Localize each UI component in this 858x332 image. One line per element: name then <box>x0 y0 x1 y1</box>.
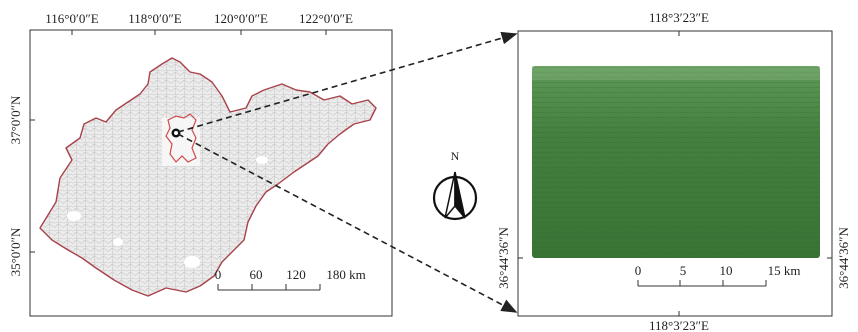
right-top-longitude-label: 118°3′23″E <box>649 10 709 25</box>
north-label: N <box>451 149 460 163</box>
lake-shape <box>67 211 81 221</box>
zoom-connector-arrows <box>177 31 518 313</box>
longitude-label-116: 116°0′0″E <box>45 11 98 26</box>
longitude-label-120: 120°0′0″E <box>214 11 268 26</box>
right-scale-label-10: 10 <box>720 263 733 278</box>
right-scale-label-15: 15 km <box>768 263 801 278</box>
north-arrow: N <box>432 149 478 221</box>
study-area-panel: 118°3′23″E 118°3′23″E 36°44′36″N 36°44′3… <box>496 10 851 332</box>
right-scale-bar: 0 5 10 15 km <box>635 263 801 287</box>
north-arrow-needle-dark <box>454 171 466 219</box>
latitude-label-35: 35°0′0″N <box>8 227 23 276</box>
right-bottom-longitude-label: 118°3′23″E <box>649 318 709 332</box>
province-shape <box>39 57 377 297</box>
left-scale-label-180: 180 km <box>326 267 365 282</box>
connector-arrow-bottom <box>177 133 518 313</box>
left-side-ticks: 37°0′0″N 35°0′0″N <box>8 95 35 276</box>
left-scale-bar: 0 60 120 180 km <box>215 267 366 291</box>
lake-shape <box>184 256 200 268</box>
left-scale-label-0: 0 <box>215 267 222 282</box>
right-left-latitude-label: 36°44′36″N <box>496 226 511 288</box>
study-site-marker-center <box>174 131 178 135</box>
longitude-label-118: 118°0′0″E <box>128 11 181 26</box>
right-scale-label-0: 0 <box>635 263 642 278</box>
right-scale-label-5: 5 <box>680 263 687 278</box>
lake-shape <box>113 238 123 246</box>
right-right-latitude-label: 36°44′36″N <box>836 226 851 288</box>
left-scale-label-120: 120 <box>286 267 306 282</box>
longitude-label-122: 122°0′0″E <box>299 11 353 26</box>
lake-shape <box>256 156 268 164</box>
connector-arrow-top <box>177 31 518 133</box>
province-map-panel: 116°0′0″E 118°0′0″E 120°0′0″E 122°0′0″E … <box>8 11 393 317</box>
study-county-outline <box>165 113 197 163</box>
vegetation-top-haze <box>532 66 820 80</box>
left-scale-label-60: 60 <box>250 267 263 282</box>
left-top-ticks: 116°0′0″E 118°0′0″E 120°0′0″E 122°0′0″E <box>45 11 353 35</box>
vegetation-texture <box>532 66 820 258</box>
latitude-label-37: 37°0′0″N <box>8 95 23 144</box>
